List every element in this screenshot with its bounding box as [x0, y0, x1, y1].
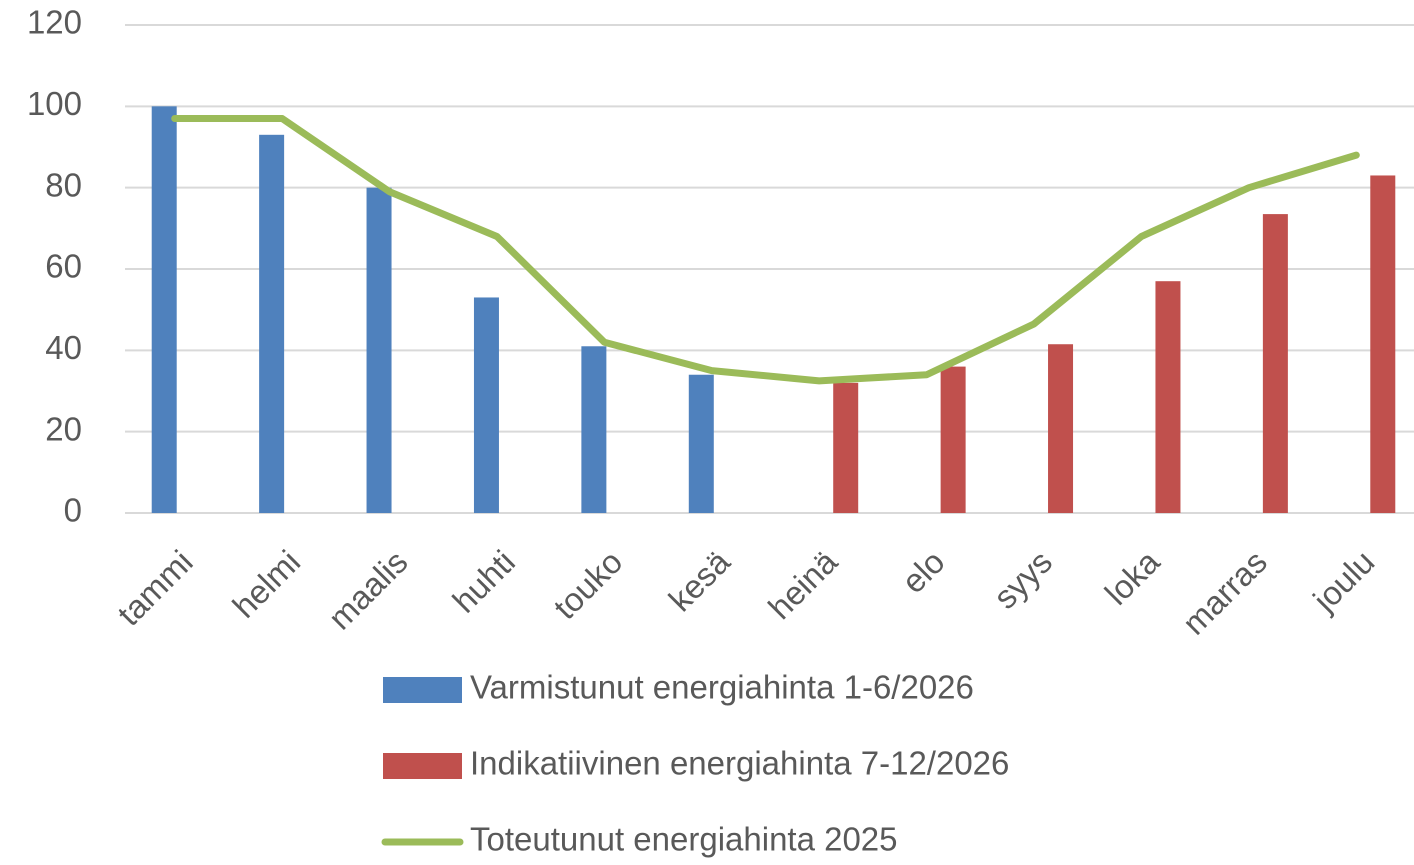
legend-label: Toteutunut energiahinta 2025: [470, 821, 898, 858]
y-tick-label: 60: [45, 248, 82, 285]
bar: [1048, 344, 1074, 513]
y-tick-label: 20: [45, 410, 82, 447]
bar: [473, 297, 499, 513]
legend-swatch: [383, 753, 462, 779]
bar: [259, 134, 285, 514]
bar: [1262, 214, 1288, 513]
x-tick-label: tammi: [110, 543, 200, 633]
bar: [151, 106, 177, 513]
bar: [940, 366, 966, 513]
x-tick-label: maalis: [321, 543, 415, 637]
x-tick-label: elo: [894, 543, 951, 600]
x-tick-label: huhti: [445, 543, 522, 620]
legend-label: Indikatiivinen energiahinta 7-12/2026: [470, 745, 1009, 782]
bar: [581, 346, 607, 513]
y-tick-label: 80: [45, 166, 82, 203]
y-tick-label: 100: [27, 85, 82, 122]
bar: [1370, 175, 1396, 513]
bar: [366, 187, 392, 513]
y-tick-label: 40: [45, 329, 82, 366]
x-tick-label: joulu: [1305, 543, 1381, 619]
legend-label: Varmistunut energiahinta 1-6/2026: [470, 669, 974, 706]
x-tick-label: syys: [986, 543, 1059, 616]
x-tick-label: touko: [546, 543, 629, 626]
y-tick-label: 0: [64, 492, 82, 529]
x-tick-label: heinä: [761, 542, 845, 626]
y-tick-label: 120: [27, 4, 82, 41]
x-tick-label: kesä: [661, 543, 737, 619]
legend-swatch: [383, 677, 462, 703]
bar: [833, 382, 859, 513]
x-tick-label: helmi: [225, 543, 307, 625]
x-tick-label: loka: [1098, 543, 1167, 612]
bar: [688, 374, 714, 513]
line: [171, 115, 1360, 385]
x-tick-label: marras: [1175, 543, 1274, 642]
bar: [1155, 281, 1181, 513]
